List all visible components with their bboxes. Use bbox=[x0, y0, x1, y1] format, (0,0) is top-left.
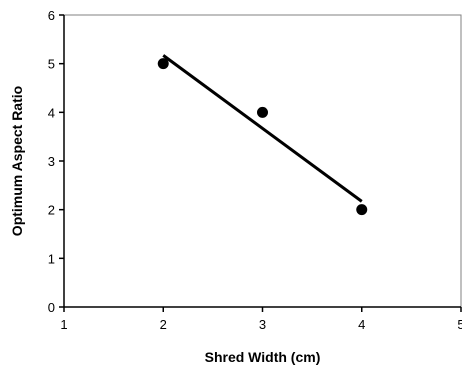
data-point bbox=[257, 106, 268, 118]
trendline bbox=[162, 54, 363, 203]
y-tick-label: 6 bbox=[48, 8, 55, 23]
x-tick-label: 1 bbox=[60, 317, 67, 332]
y-axis-title: Optimum Aspect Ratio bbox=[9, 86, 25, 236]
y-tick-label: 3 bbox=[48, 154, 55, 169]
y-tick-label: 5 bbox=[48, 57, 55, 72]
y-tick-label: 2 bbox=[48, 203, 55, 218]
x-tick-label: 5 bbox=[457, 317, 462, 332]
x-tick-label: 3 bbox=[259, 317, 266, 332]
plot-area-border bbox=[63, 14, 462, 308]
y-tick-label: 0 bbox=[48, 300, 55, 315]
x-tick-label: 2 bbox=[160, 317, 167, 332]
x-tick-label: 4 bbox=[358, 317, 365, 332]
data-point bbox=[157, 58, 169, 70]
x-axis-title: Shred Width (cm) bbox=[205, 349, 321, 365]
y-tick-label: 1 bbox=[48, 251, 55, 266]
marks bbox=[157, 54, 368, 216]
y-tick-label: 4 bbox=[48, 105, 55, 120]
data-point bbox=[356, 204, 368, 216]
